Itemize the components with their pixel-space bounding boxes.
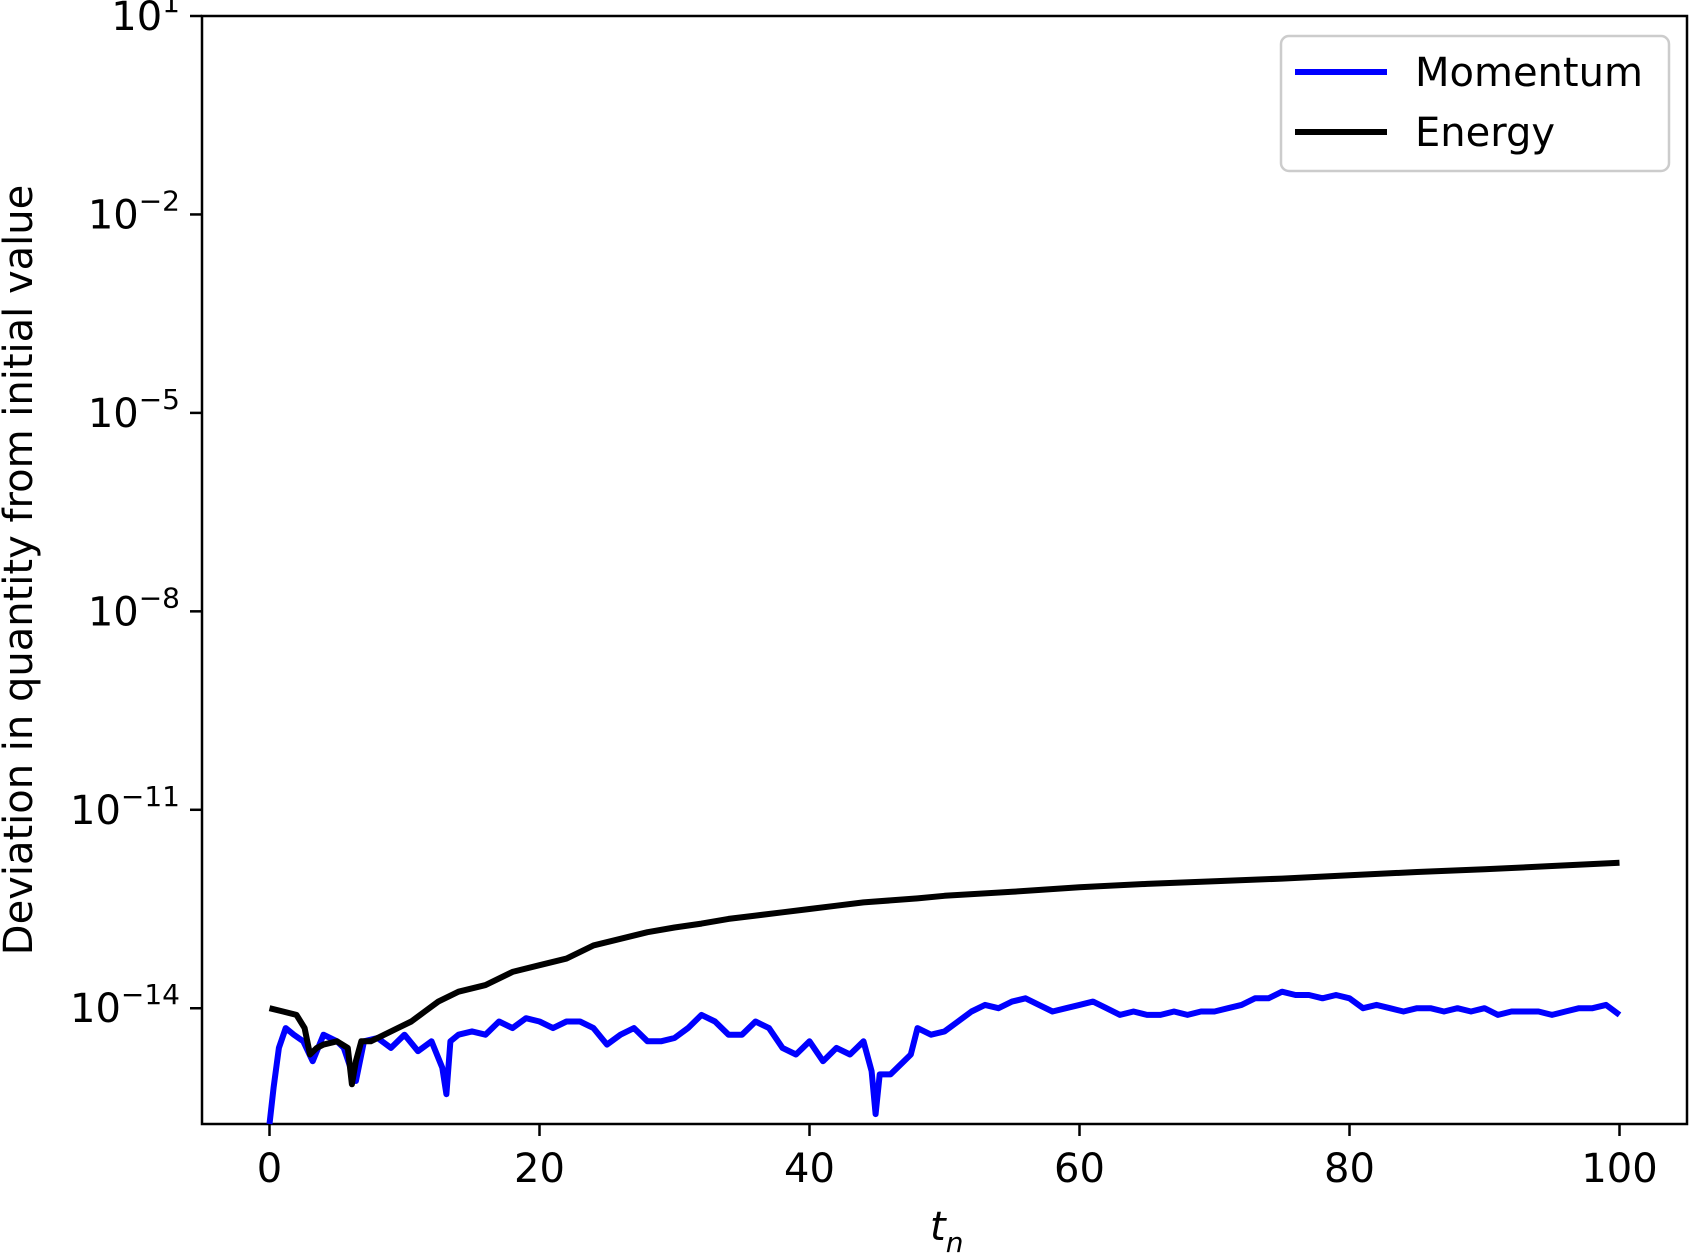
- y-tick-label: 10−11: [70, 780, 180, 834]
- legend-label-energy: Energy: [1415, 110, 1555, 156]
- axes-frame: [200, 14, 1689, 1126]
- y-tick-label: 10−5: [88, 383, 180, 437]
- x-tick-label: 80: [1324, 1146, 1375, 1192]
- x-axis-label: tn: [930, 1204, 963, 1253]
- series-line-momentum: [266, 988, 1622, 1125]
- y-axis-ticks: 101 10−2 10−5 10−8 10−11 10−14: [70, 0, 202, 1032]
- series-layer: [266, 859, 1622, 1125]
- legend-label-momentum: Momentum: [1415, 50, 1643, 96]
- x-tick-label: 60: [1054, 1146, 1105, 1192]
- y-axis-label: Deviation in quantity from initial value: [0, 185, 42, 955]
- x-axis-ticks: 0 20 40 60 80 100: [257, 1124, 1658, 1192]
- x-tick-label: 20: [514, 1146, 565, 1192]
- x-axis-label-subscript: n: [946, 1226, 964, 1253]
- x-tick-label: 0: [257, 1146, 282, 1192]
- legend: Momentum Energy: [1279, 34, 1671, 173]
- y-tick-label: 10−8: [88, 581, 180, 635]
- series-line-energy: [268, 859, 1620, 1088]
- x-tick-label: 40: [784, 1146, 835, 1192]
- x-axis-label-main: t: [930, 1204, 947, 1250]
- y-tick-label: 101: [111, 0, 180, 40]
- y-tick-label: 10−14: [70, 978, 180, 1032]
- plot-area: [200, 14, 1689, 1126]
- x-tick-label: 100: [1581, 1146, 1657, 1192]
- y-tick-label: 10−2: [88, 184, 180, 238]
